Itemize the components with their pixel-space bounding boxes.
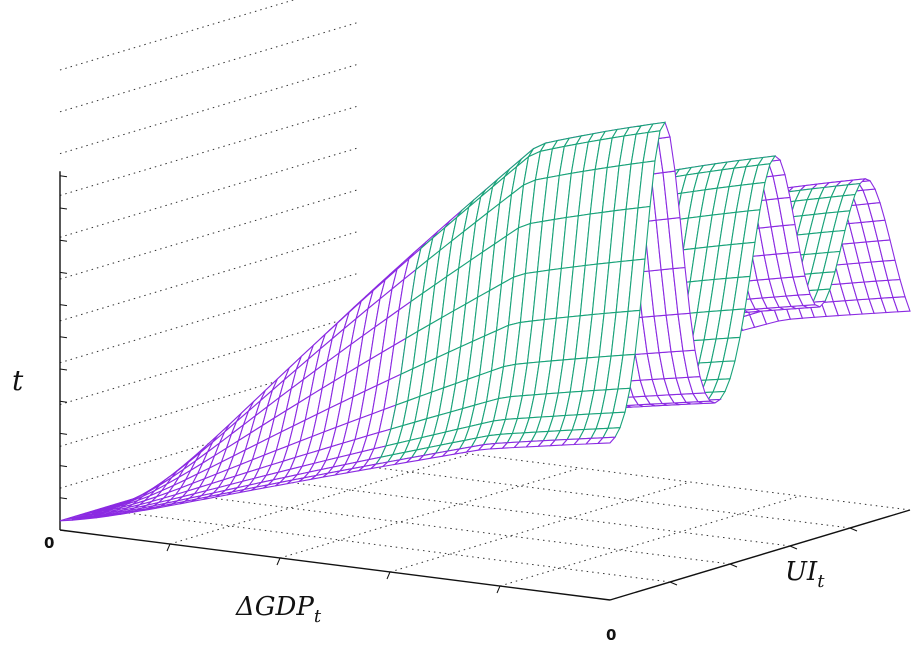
back-gridline [59, 21, 361, 113]
floor-gridline [119, 511, 671, 583]
surface-mesh [59, 121, 911, 522]
y-origin-tick: 0 [606, 626, 616, 644]
floor-gridline [299, 457, 851, 529]
z-tick [59, 432, 68, 435]
floor-gridline [239, 475, 791, 547]
z-tick [59, 239, 68, 242]
y-tick [849, 527, 858, 532]
floor-gridline [179, 493, 731, 565]
z-tick [59, 368, 68, 371]
floor-gridline [389, 481, 691, 573]
y-axis-line [609, 509, 911, 601]
x-tick [276, 557, 281, 566]
z-tick [59, 271, 68, 274]
back-gridline [59, 188, 361, 280]
x-tick [386, 571, 391, 580]
back-gridline [59, 104, 361, 196]
mesh-cell [596, 436, 617, 445]
z-tick [59, 465, 68, 468]
z-tick [59, 400, 68, 403]
x-origin-tick: 0 [44, 534, 54, 552]
x-axis-line [59, 529, 611, 601]
x-axis-label-sub: t [314, 606, 322, 627]
z-tick [59, 175, 68, 178]
z-axis-label: t [12, 364, 24, 397]
z-tick [59, 529, 68, 532]
floor-gridline [279, 467, 581, 559]
svg-text:UIt: UIt [785, 557, 825, 592]
back-gridline [59, 0, 296, 71]
z-tick [59, 497, 68, 500]
back-gridline [59, 230, 361, 322]
x-axis-label: ΔGDPt [235, 592, 322, 627]
z-tick [59, 304, 68, 307]
z-tick [59, 336, 68, 339]
y-tick [669, 581, 678, 586]
x-tick [496, 585, 501, 594]
floor-gridline [499, 495, 801, 587]
y-axis-label: UIt [785, 557, 825, 592]
y-tick [789, 545, 798, 550]
x-tick [166, 543, 171, 552]
back-gridline [59, 63, 361, 155]
y-tick [729, 563, 738, 568]
y-axis-label-sub: t [817, 571, 825, 592]
axes [59, 171, 911, 601]
back-gridline [59, 146, 361, 238]
svg-text:ΔGDPt: ΔGDPt [235, 592, 322, 627]
z-tick [59, 207, 68, 210]
